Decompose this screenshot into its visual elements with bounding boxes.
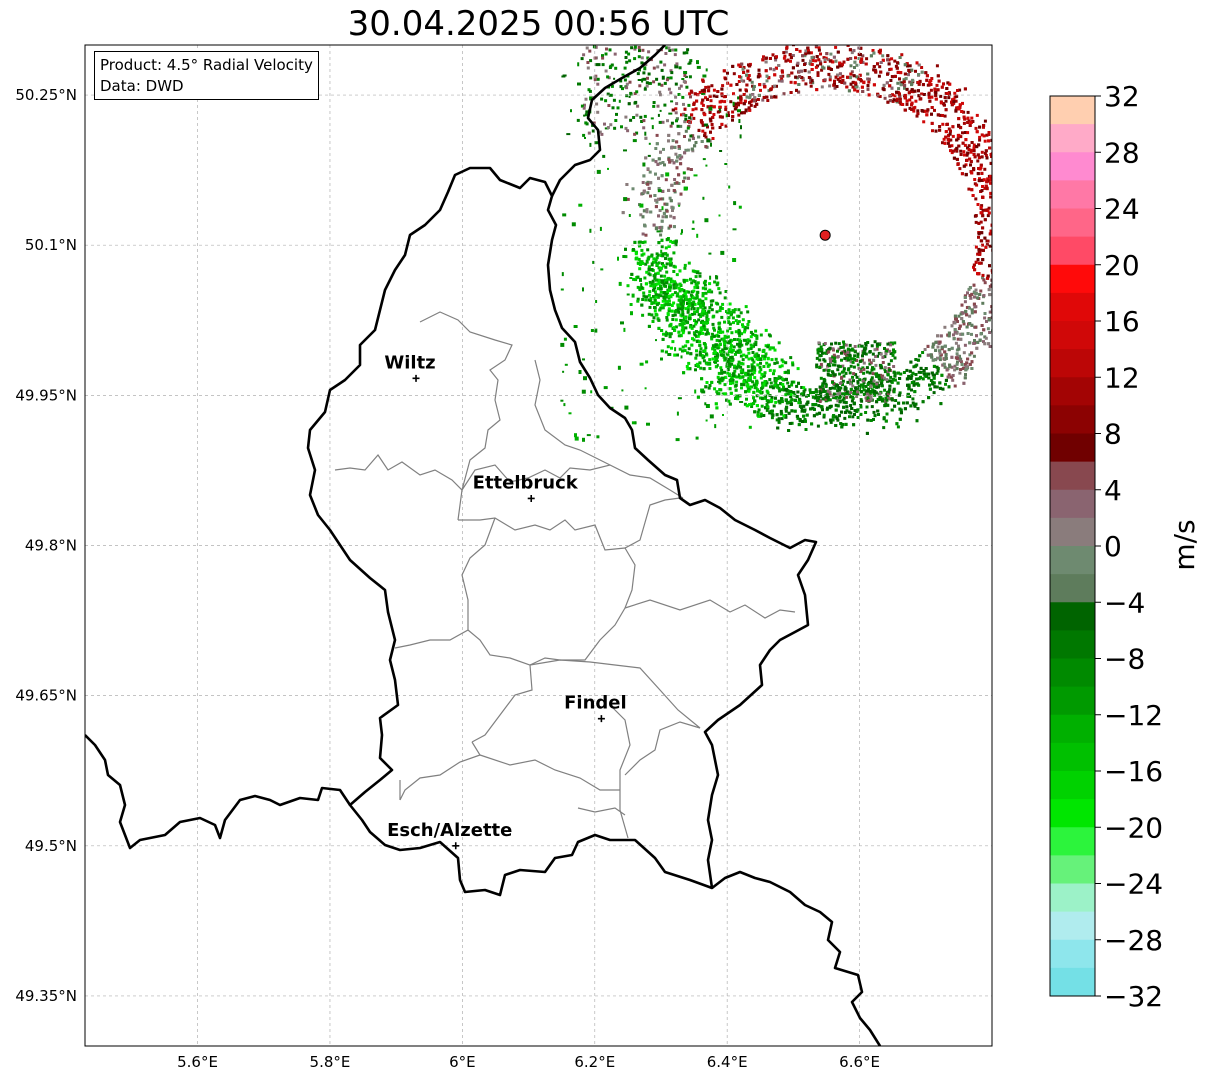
- lat-tick-label: 49.5°N: [25, 837, 77, 855]
- belgium-france-border: [85, 734, 352, 850]
- colorbar-swatch: [1050, 489, 1095, 519]
- city-marker-icon: [412, 374, 420, 382]
- data-source-label: Data: DWD: [100, 77, 184, 95]
- colorbar-tick-label: 4: [1104, 474, 1122, 507]
- colorbar-tick-label: −20: [1104, 811, 1163, 844]
- product-info-box: Product: 4.5° Radial Velocity Data: DWD: [94, 51, 319, 100]
- lon-tick-label: 6.4°E: [707, 1053, 748, 1071]
- colorbar-tick-label: −12: [1104, 699, 1163, 732]
- colorbar-swatch: [1050, 124, 1095, 153]
- colorbar-tick-label: −28: [1104, 924, 1163, 957]
- colorbar-swatch: [1050, 855, 1095, 884]
- colorbar-swatch: [1050, 883, 1095, 913]
- germany-france-border: [711, 870, 882, 1046]
- lon-tick-label: 5.8°E: [310, 1053, 351, 1071]
- city-marker-icon: [452, 842, 460, 850]
- colorbar-swatch: [1050, 461, 1095, 491]
- colorbar-swatch: [1050, 714, 1095, 744]
- city-label: Ettelbruck: [473, 472, 579, 493]
- colorbar-tick-label: 20: [1104, 249, 1140, 282]
- colorbar-swatch: [1050, 377, 1095, 406]
- colorbar-swatch: [1050, 967, 1095, 997]
- lat-tick-label: 49.35°N: [15, 987, 77, 1005]
- colorbar-tick-label: −8: [1104, 643, 1145, 676]
- colorbar-swatch: [1050, 321, 1095, 350]
- city-marker-icon: [597, 715, 605, 723]
- colorbar-swatch: [1050, 264, 1095, 294]
- map-axes-frame: [84, 44, 993, 1047]
- colorbar-swatch: [1050, 658, 1095, 688]
- radar-velocity-echoes: [560, 45, 992, 442]
- lat-tick-label: 50.1°N: [25, 236, 77, 254]
- colorbar-tick-label: 8: [1104, 418, 1122, 451]
- latitude-tick-labels: 50.25°N 50.1°N 49.95°N 49.8°N 49.65°N 49.5°N 4…: [15, 86, 77, 1005]
- colorbar-swatch: [1050, 630, 1095, 659]
- colorbar-swatch: [1050, 292, 1095, 322]
- city-label: Wiltz: [384, 352, 435, 373]
- colorbar-tick-label: 24: [1104, 193, 1140, 226]
- colorbar-swatch: [1050, 911, 1095, 941]
- colorbar-swatch: [1050, 799, 1095, 828]
- colorbar-tick-label: 28: [1104, 136, 1140, 169]
- canton-boundaries: [334, 311, 796, 839]
- city-ettelbruck: Ettelbruck: [473, 472, 579, 502]
- colorbar-tick-label: 12: [1104, 361, 1140, 394]
- lat-tick-label: 49.65°N: [15, 687, 77, 705]
- colorbar-swatch: [1050, 546, 1095, 575]
- colorbar-swatch: [1050, 405, 1095, 434]
- radar-site-marker: [819, 229, 831, 241]
- lat-tick-label: 50.25°N: [15, 86, 77, 104]
- colorbar-swatch: [1050, 349, 1095, 378]
- product-label: Product: 4.5° Radial Velocity: [100, 56, 313, 74]
- colorbar-swatch: [1050, 180, 1095, 209]
- city-findel: Findel: [564, 693, 627, 723]
- colorbar-unit-label: m/s: [1168, 519, 1201, 570]
- lon-tick-label: 6.2°E: [574, 1053, 615, 1071]
- colorbar-swatch: [1050, 208, 1095, 238]
- belgium-germany-border: [550, 45, 666, 197]
- colorbar-swatch: [1050, 152, 1095, 181]
- colorbar-swatch: [1050, 602, 1095, 631]
- colorbar-tick-label: −16: [1104, 755, 1163, 788]
- city-label: Findel: [564, 693, 627, 714]
- city-esch-alzette: Esch/Alzette: [387, 820, 512, 850]
- longitude-tick-labels: 5.6°E 5.8°E 6°E 6.2°E 6.4°E 6.6°E: [177, 1053, 880, 1071]
- lat-tick-label: 49.95°N: [15, 386, 77, 404]
- colorbar-swatch: [1050, 433, 1095, 463]
- lon-tick-label: 6.6°E: [839, 1053, 880, 1071]
- map-title: 30.04.2025 00:56 UTC: [347, 4, 730, 44]
- colorbar-tick-label: 0: [1104, 530, 1122, 563]
- colorbar-tick-label: −32: [1104, 980, 1163, 1013]
- colorbar-tick-label: 32: [1104, 80, 1140, 113]
- colorbar-swatch: [1050, 742, 1095, 772]
- lon-tick-label: 6°E: [449, 1053, 476, 1071]
- lon-tick-label: 5.6°E: [177, 1053, 218, 1071]
- luxembourg-border: [306, 166, 818, 897]
- colorbar-tick-label: −4: [1104, 586, 1145, 619]
- city-marker-icon: [527, 494, 535, 502]
- colorbar-tick-label: 16: [1104, 305, 1140, 338]
- colorbar-swatch: [1050, 236, 1095, 266]
- colorbar-swatch: [1050, 96, 1095, 125]
- city-wiltz: Wiltz: [384, 352, 436, 382]
- colorbar-swatch: [1050, 517, 1095, 547]
- city-label: Esch/Alzette: [387, 820, 512, 841]
- colorbar: [1049, 95, 1096, 997]
- colorbar-swatch: [1050, 939, 1095, 969]
- colorbar-tick-label: −24: [1104, 868, 1163, 901]
- lat-tick-label: 49.8°N: [25, 537, 77, 555]
- colorbar-tick-labels: 32 28 24 20 16 12 8 4 0 −4 −8 −12 −16 −20 −24 −28 −32: [1095, 80, 1163, 1013]
- colorbar-swatch: [1050, 771, 1095, 800]
- colorbar-swatch: [1050, 827, 1095, 856]
- colorbar-swatch: [1050, 686, 1095, 716]
- colorbar-swatch: [1050, 574, 1095, 603]
- city-markers: Wiltz Ettelbruck Findel Esch/Alzette: [384, 352, 627, 850]
